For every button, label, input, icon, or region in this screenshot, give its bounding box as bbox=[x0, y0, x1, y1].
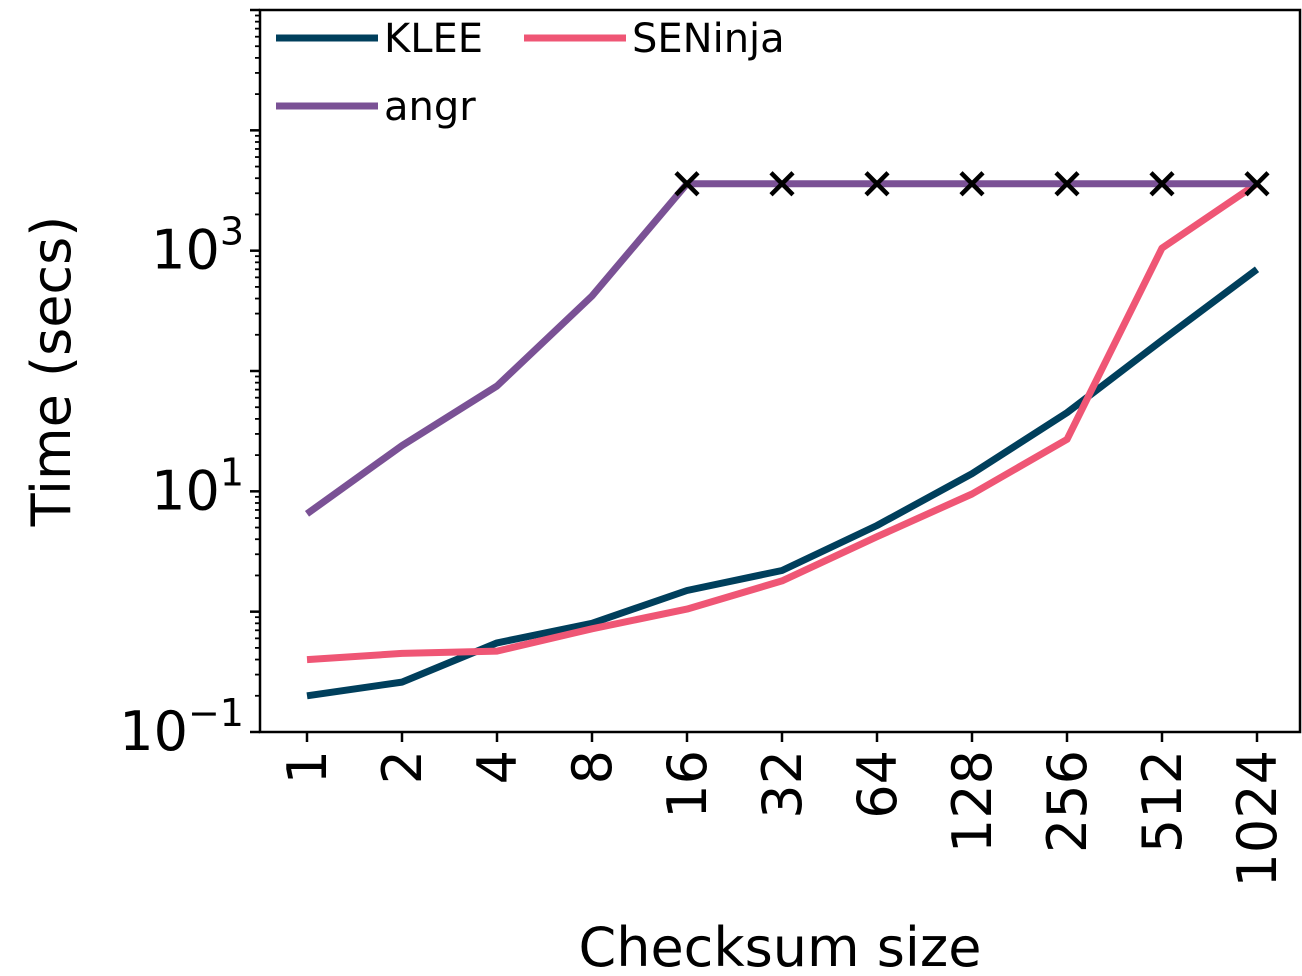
legend: KLEE SENinja angr bbox=[276, 16, 785, 130]
x-tick-label: 16 bbox=[656, 750, 719, 819]
timeout-marker bbox=[864, 171, 890, 197]
x-tick-label: 1 bbox=[276, 750, 339, 784]
x-tick-label: 2 bbox=[371, 750, 434, 784]
timeout-marker bbox=[769, 171, 795, 197]
x-tick-label: 1024 bbox=[1226, 750, 1289, 887]
x-tick-label: 64 bbox=[846, 750, 909, 819]
legend-entry-klee: KLEE bbox=[276, 16, 483, 62]
x-axis-label: Checksum size bbox=[579, 916, 982, 976]
y-tick-label: 10−1 bbox=[119, 691, 244, 763]
series-layer bbox=[304, 180, 1260, 700]
x-tick-label: 128 bbox=[941, 750, 1004, 853]
legend-label: SENinja bbox=[632, 16, 785, 62]
y-tick-layer: 10−1 101 103 bbox=[119, 8, 260, 763]
y-tick-label: 103 bbox=[151, 210, 244, 282]
timeout-marker-layer bbox=[674, 171, 1270, 197]
timeout-marker bbox=[1149, 171, 1175, 197]
x-tick-label: 32 bbox=[751, 750, 814, 819]
legend-label: angr bbox=[384, 84, 476, 130]
series-line-seninja bbox=[306, 180, 1259, 664]
x-tick-label: 256 bbox=[1036, 750, 1099, 853]
x-tick-label: 4 bbox=[466, 750, 529, 784]
x-tick-layer: 1 2 4 8 16 32 64 128 256 512 1024 bbox=[276, 732, 1289, 887]
timeout-marker bbox=[1244, 171, 1270, 197]
timeout-marker bbox=[959, 171, 985, 197]
legend-label: KLEE bbox=[384, 16, 483, 62]
series-line-klee bbox=[306, 266, 1260, 700]
legend-entry-angr: angr bbox=[276, 84, 476, 130]
x-tick-label: 8 bbox=[561, 750, 624, 784]
legend-entry-seninja: SENinja bbox=[524, 16, 785, 62]
x-tick-label: 512 bbox=[1131, 750, 1194, 853]
y-tick-label: 101 bbox=[151, 450, 244, 522]
timeout-marker bbox=[1054, 171, 1080, 197]
y-axis-label: Time (secs) bbox=[20, 216, 83, 528]
timeout-marker bbox=[674, 171, 700, 197]
